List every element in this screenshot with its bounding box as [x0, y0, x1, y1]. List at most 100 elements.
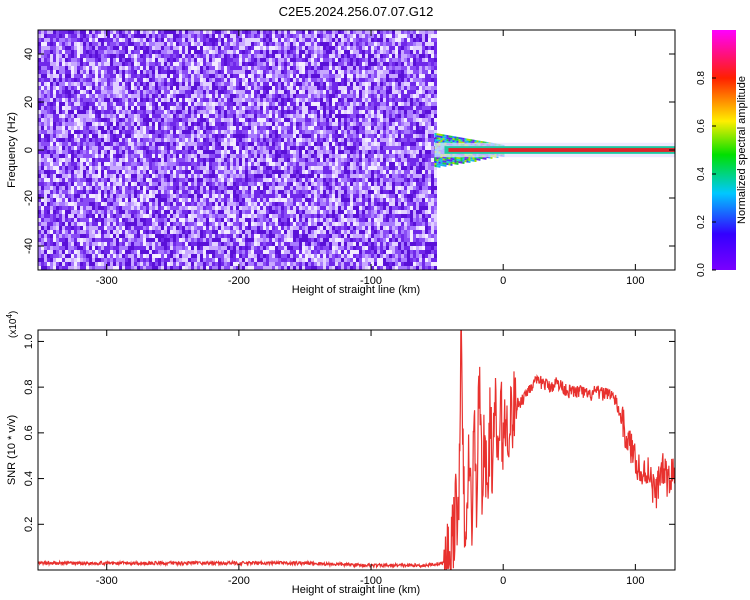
spectrogram-cell — [275, 238, 278, 242]
spectrogram-cell — [170, 146, 173, 150]
spectrogram-cell — [251, 242, 254, 246]
spectrogram-cell — [53, 194, 56, 198]
spectrogram-cell — [278, 30, 281, 34]
spectrogram-cell — [107, 82, 110, 86]
spectrogram-cell — [212, 38, 215, 42]
spectrogram-cell — [230, 106, 233, 110]
spectrogram-cell — [122, 162, 125, 166]
spectrogram-cell — [119, 78, 122, 82]
spectrogram-cell — [74, 170, 77, 174]
spectrogram-cell — [266, 106, 269, 110]
spectrogram-cell — [203, 62, 206, 66]
spectrogram-cell — [257, 258, 260, 262]
spectrogram-cell — [80, 78, 83, 82]
spectrogram-cell — [197, 114, 200, 118]
spectrogram-cell — [80, 258, 83, 262]
spectrogram-cell — [230, 86, 233, 90]
spectrogram-cell — [44, 82, 47, 86]
spectrogram-cell — [284, 226, 287, 230]
spectrogram-cell — [101, 218, 104, 222]
spectrogram-cell — [239, 266, 242, 270]
spectrogram-cell — [257, 230, 260, 234]
spectrogram-cell — [158, 226, 161, 230]
spectrogram-cell — [59, 110, 62, 114]
spectrogram-cell — [194, 134, 197, 138]
spectrogram-cell — [56, 218, 59, 222]
spectrogram-cell — [95, 262, 98, 266]
spectrogram-cell — [119, 238, 122, 242]
spectrogram-cell — [50, 110, 53, 114]
spectrogram-cell — [185, 246, 188, 250]
spectrogram-cell — [248, 58, 251, 62]
spectrogram-cell — [221, 66, 224, 70]
spectrogram-cell — [68, 42, 71, 46]
spectrogram-cell — [173, 146, 176, 150]
spectrogram-cell — [269, 54, 272, 58]
spectrogram-cell — [104, 198, 107, 202]
spectrogram-cell — [74, 198, 77, 202]
spectrogram-cell — [281, 158, 284, 162]
spectrogram-cell — [113, 126, 116, 130]
spectrogram-cell — [59, 242, 62, 246]
spectrogram-cell — [59, 222, 62, 226]
spectrogram-cell — [119, 254, 122, 258]
spectrogram-cell — [53, 242, 56, 246]
spectrogram-cell — [89, 62, 92, 66]
spectrogram-cell — [104, 98, 107, 102]
spectrogram-cell — [143, 250, 146, 254]
spectrogram-cell — [131, 186, 134, 190]
spectrogram-cell — [200, 30, 203, 34]
spectrogram-cell — [83, 66, 86, 70]
spectrogram-cell — [140, 70, 143, 74]
spectrogram-cell — [233, 198, 236, 202]
spectrogram-cell — [260, 214, 263, 218]
spectrogram-cell — [266, 190, 269, 194]
spectrogram-cell — [71, 66, 74, 70]
spectrogram-cell — [209, 66, 212, 70]
spectrogram-cell — [104, 58, 107, 62]
spectrogram-cell — [242, 254, 245, 258]
spectrogram-cell — [227, 110, 230, 114]
spectrogram-cell — [200, 58, 203, 62]
spectrogram-cell — [50, 266, 53, 270]
spectrogram-cell — [74, 182, 77, 186]
spectrogram-cell — [164, 238, 167, 242]
spectrogram-cell — [155, 90, 158, 94]
spectrogram-cell — [41, 58, 44, 62]
spectrogram-cell — [266, 94, 269, 98]
spectrogram-cell — [104, 170, 107, 174]
spectrogram-cell — [56, 74, 59, 78]
spectrogram-cell — [188, 262, 191, 266]
spectrogram-cell — [98, 186, 101, 190]
spectrogram-cell — [101, 166, 104, 170]
spectrogram-cell — [194, 202, 197, 206]
spectrogram-cell — [140, 42, 143, 46]
spectrogram-cell — [65, 78, 68, 82]
spectrogram-cell — [92, 258, 95, 262]
spectrogram-cell — [164, 142, 167, 146]
spectrogram-cell — [71, 42, 74, 46]
spectrogram-cell — [209, 102, 212, 106]
spectrogram-cell — [62, 30, 65, 34]
spectrogram-cell — [47, 82, 50, 86]
spectrogram-cell — [44, 142, 47, 146]
spectrogram-cell — [149, 218, 152, 222]
spectrogram-cell — [203, 54, 206, 58]
spectrogram-cell — [77, 262, 80, 266]
spectrogram-cell — [74, 238, 77, 242]
spectrogram-cell — [41, 62, 44, 66]
spectrogram-cell — [161, 70, 164, 74]
spectrogram-cell — [71, 182, 74, 186]
spectrogram-cell — [44, 190, 47, 194]
spectrogram-cell — [38, 194, 41, 198]
spectrogram-cell — [146, 134, 149, 138]
spectrogram-cell — [167, 186, 170, 190]
spectrogram-cell — [248, 202, 251, 206]
spectrogram-cell — [143, 246, 146, 250]
spectrogram-cell — [275, 74, 278, 78]
spectrogram-cell — [200, 142, 203, 146]
spectrogram-cell — [164, 170, 167, 174]
spectrogram-cell — [56, 242, 59, 246]
spectrogram-cell — [176, 30, 179, 34]
spectrogram-cell — [80, 222, 83, 226]
